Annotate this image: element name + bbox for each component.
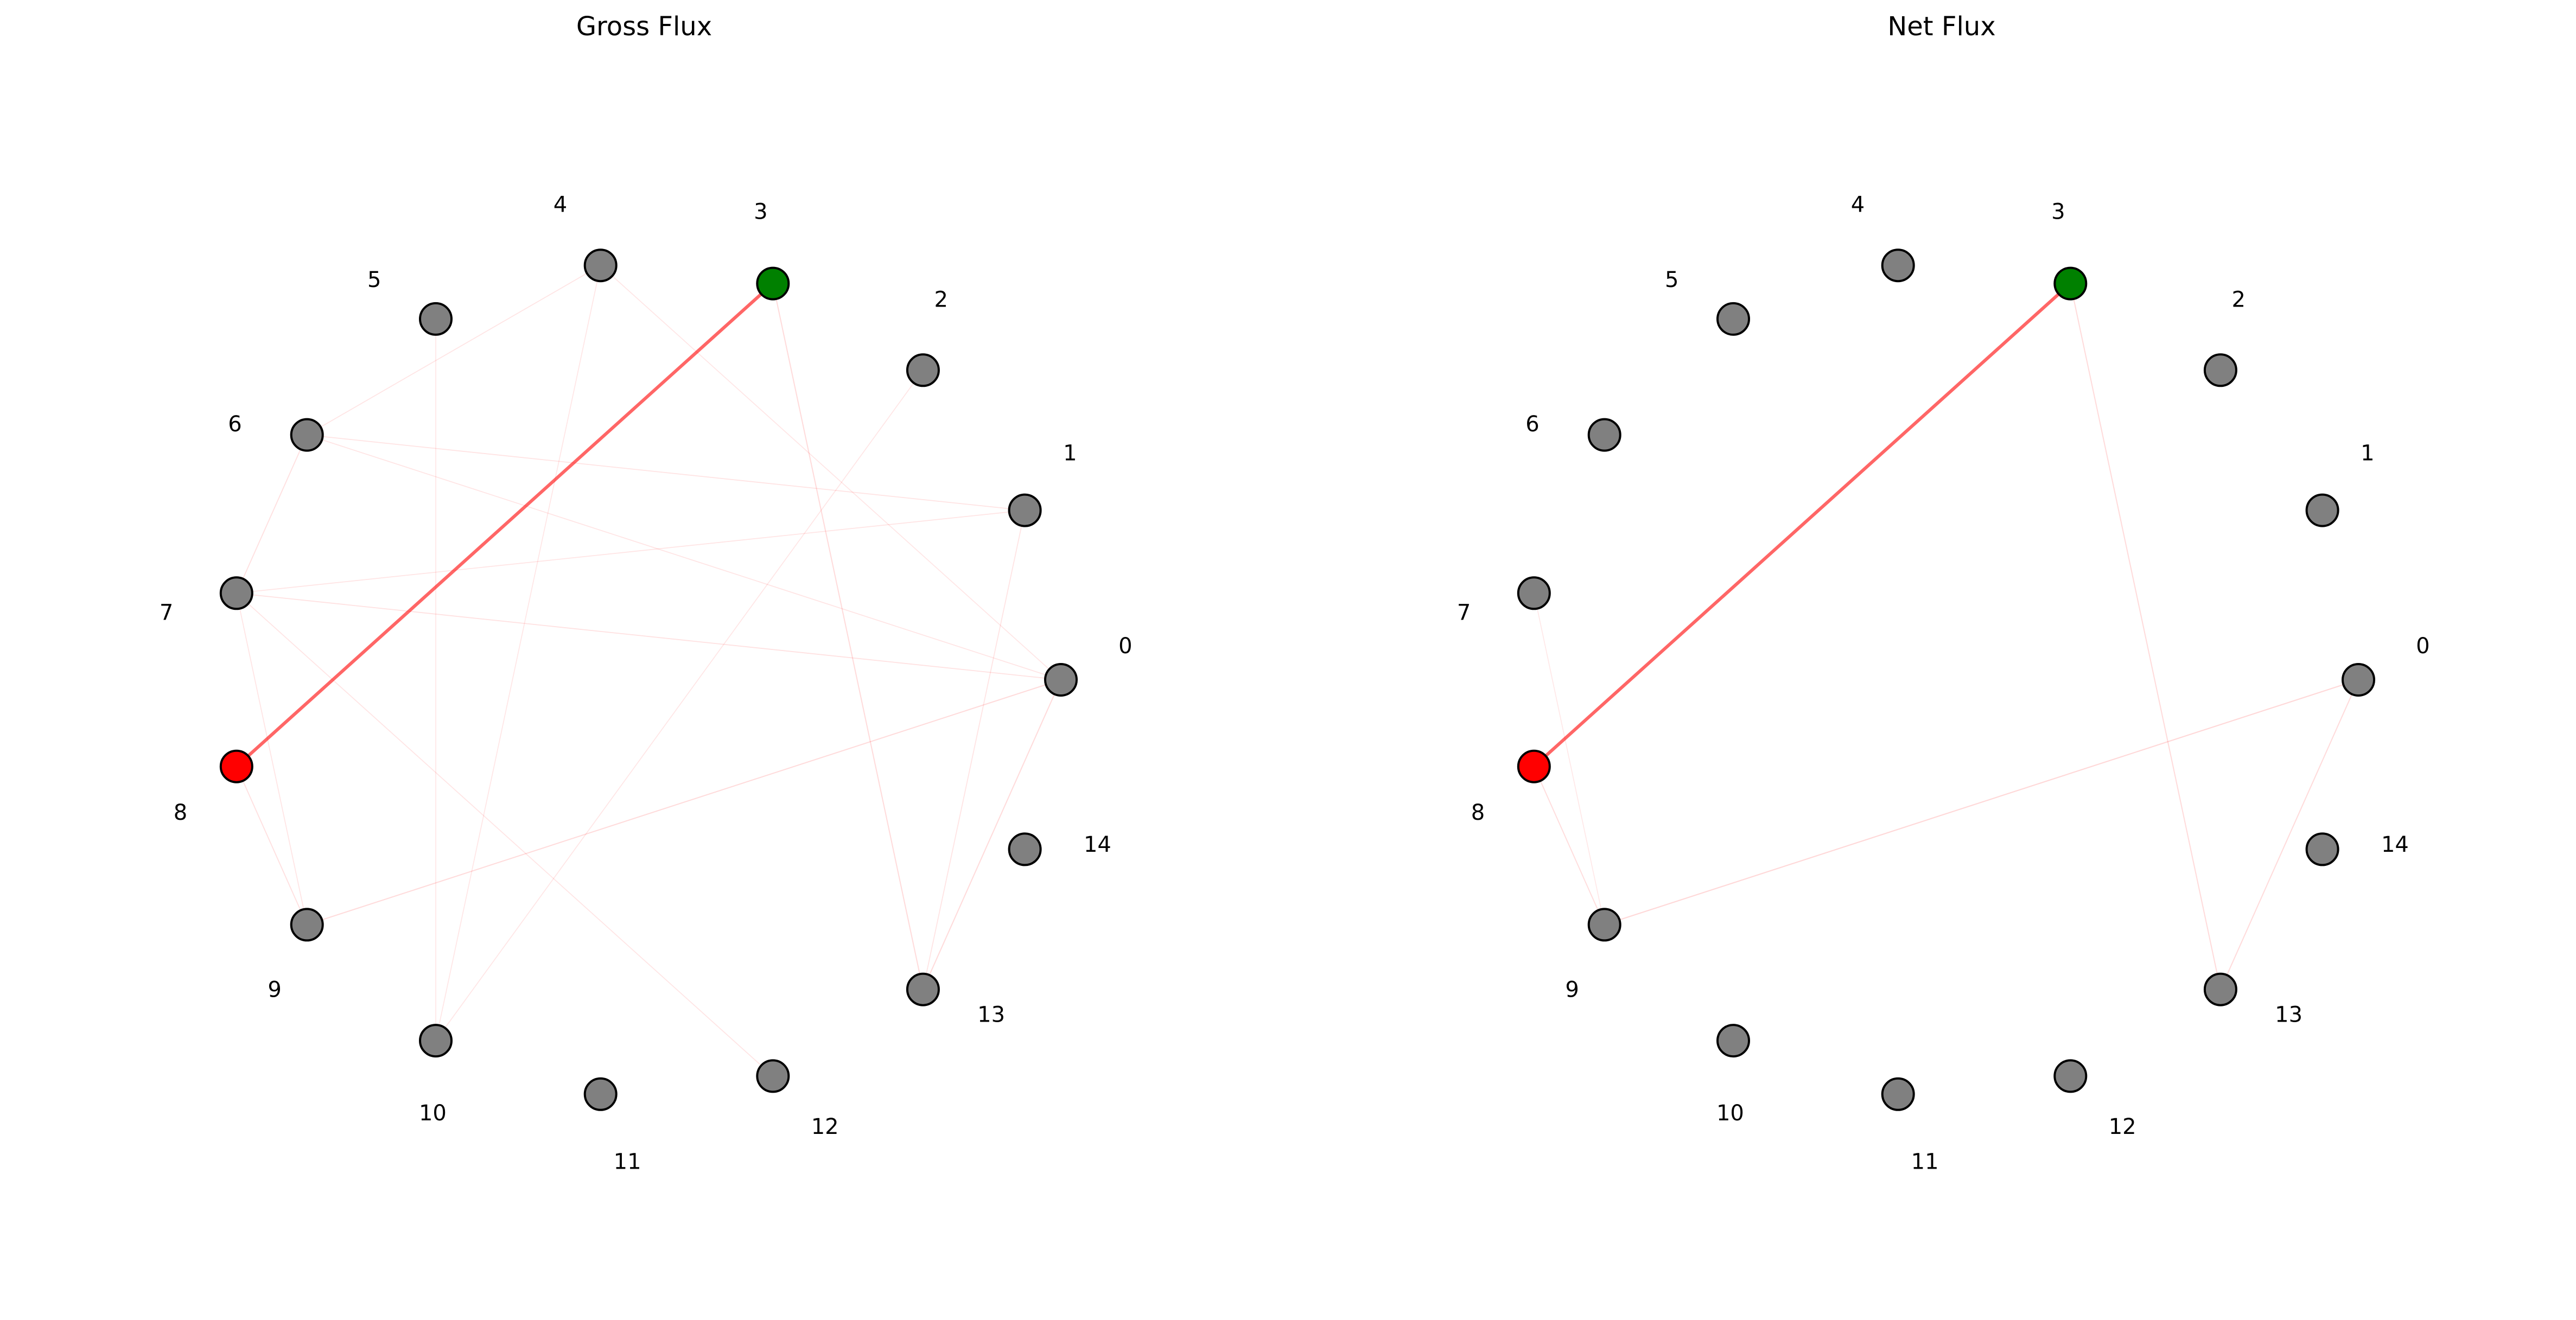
edge-4-0 — [600, 265, 1061, 680]
node-10 — [419, 1024, 453, 1058]
node-label-2: 2 — [934, 287, 947, 312]
node-2 — [906, 353, 940, 387]
node-label-2: 2 — [2231, 287, 2245, 312]
edge-8-9 — [1533, 766, 1605, 926]
gross-flux-nodes — [219, 248, 1078, 1111]
node-4 — [1881, 248, 1915, 283]
node-label-9: 9 — [1565, 978, 1579, 1003]
node-label-4: 4 — [1851, 193, 1865, 218]
node-label-3: 3 — [2051, 199, 2065, 224]
node-5 — [419, 302, 453, 336]
node-10 — [1716, 1024, 1750, 1058]
node-12 — [2053, 1059, 2088, 1093]
node-label-8: 8 — [1471, 800, 1485, 825]
edge-8-3 — [234, 282, 775, 768]
edge-3-13 — [2070, 283, 2221, 990]
edge-6-4 — [306, 265, 601, 436]
node-11 — [1881, 1077, 1915, 1111]
node-label-12: 12 — [2109, 1114, 2136, 1139]
edge-7-1 — [236, 509, 1026, 594]
node-label-13: 13 — [977, 1002, 1005, 1027]
node-1 — [2305, 493, 2339, 527]
node-11 — [583, 1077, 618, 1111]
edge-10-2 — [435, 369, 924, 1041]
gross-flux-title: Gross Flux — [576, 11, 712, 42]
node-label-11: 11 — [614, 1150, 641, 1175]
node-label-7: 7 — [1457, 600, 1471, 625]
edge-7-12 — [236, 592, 774, 1077]
edge-6-0 — [306, 434, 1061, 680]
node-9 — [290, 908, 324, 942]
edge-8-9 — [236, 766, 308, 926]
edge-9-0 — [306, 679, 1062, 926]
node-label-13: 13 — [2275, 1002, 2303, 1027]
node-3 — [2053, 266, 2088, 301]
node-8 — [219, 749, 253, 783]
edge-8-3 — [1532, 282, 2072, 768]
node-7 — [1517, 576, 1551, 610]
node-label-0: 0 — [1118, 634, 1132, 659]
node-0 — [2342, 663, 2375, 697]
node-label-7: 7 — [160, 600, 173, 625]
node-5 — [1716, 302, 1750, 336]
node-14 — [2305, 832, 2339, 866]
node-label-4: 4 — [554, 193, 567, 218]
node-14 — [1008, 832, 1042, 866]
node-7 — [219, 576, 253, 610]
node-2 — [2203, 353, 2237, 387]
node-label-0: 0 — [2416, 634, 2429, 659]
net-flux-edges — [1532, 282, 2359, 990]
edge-4-10 — [435, 265, 601, 1041]
node-label-9: 9 — [268, 978, 281, 1003]
net-flux-nodes — [1517, 248, 2375, 1111]
node-label-14: 14 — [1084, 832, 1111, 857]
edge-0-13 — [2219, 679, 2359, 990]
edge-7-9 — [1533, 592, 1605, 926]
node-3 — [756, 266, 790, 301]
edge-7-0 — [236, 592, 1061, 680]
edge-3-13 — [772, 283, 924, 990]
node-8 — [1517, 749, 1551, 783]
node-label-6: 6 — [228, 412, 241, 437]
node-6 — [1587, 418, 1621, 452]
node-0 — [1044, 663, 1078, 697]
edge-0-13 — [922, 679, 1062, 990]
node-13 — [906, 972, 940, 1006]
edge-7-6 — [236, 434, 308, 594]
node-label-12: 12 — [811, 1114, 839, 1139]
node-label-6: 6 — [1525, 412, 1539, 437]
node-6 — [290, 418, 324, 452]
gross-flux-edges — [234, 265, 1062, 1077]
node-label-5: 5 — [367, 267, 381, 292]
node-label-8: 8 — [174, 800, 187, 825]
edge-7-9 — [236, 592, 308, 926]
node-1 — [1008, 493, 1042, 527]
edge-9-0 — [1604, 679, 2359, 926]
node-9 — [1587, 908, 1621, 942]
node-label-14: 14 — [2381, 832, 2409, 857]
edge-1-13 — [923, 509, 1026, 990]
node-label-5: 5 — [1665, 267, 1678, 292]
node-label-10: 10 — [419, 1101, 447, 1126]
node-label-11: 11 — [1911, 1150, 1939, 1175]
node-label-3: 3 — [754, 199, 767, 224]
node-label-1: 1 — [2361, 441, 2374, 466]
node-label-1: 1 — [1063, 441, 1077, 466]
node-label-10: 10 — [1716, 1101, 1744, 1126]
edge-6-1 — [306, 434, 1026, 511]
node-13 — [2203, 972, 2237, 1006]
node-4 — [583, 248, 618, 283]
node-12 — [756, 1059, 790, 1093]
net-flux-title: Net Flux — [1887, 11, 1995, 42]
